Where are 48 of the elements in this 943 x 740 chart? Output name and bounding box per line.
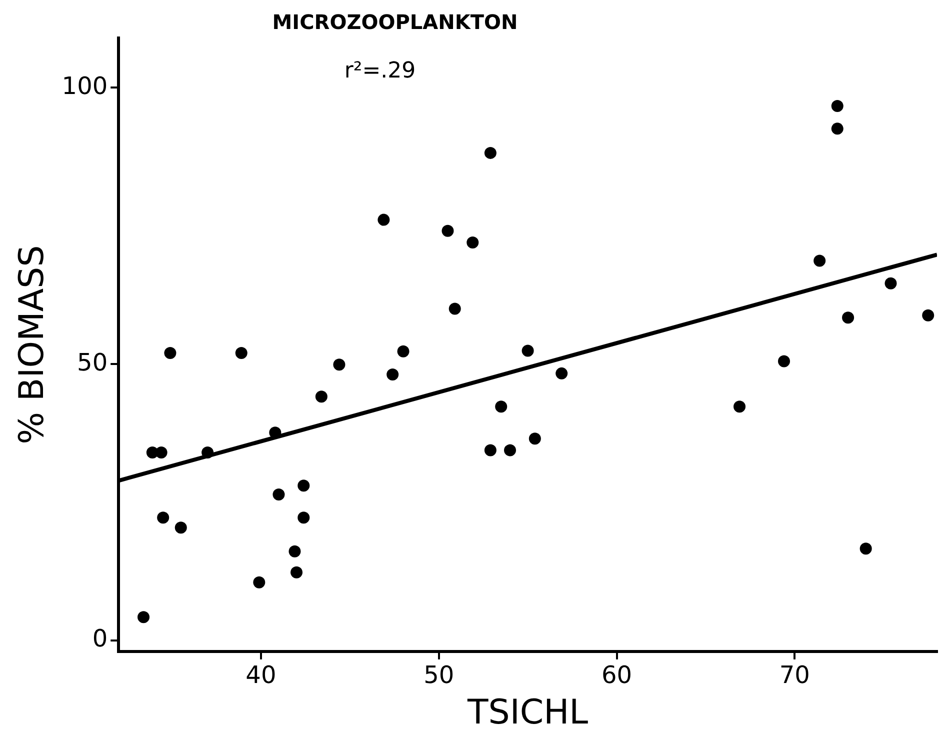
point <box>298 480 310 492</box>
point <box>495 400 508 413</box>
point <box>164 346 176 359</box>
x-tick-label: 40 <box>246 661 276 690</box>
y-tick-label: 50 <box>77 348 108 376</box>
point <box>386 368 399 381</box>
point <box>138 611 150 624</box>
point <box>272 488 285 500</box>
point <box>778 355 790 368</box>
x-tick-label: 60 <box>601 661 632 690</box>
point <box>842 312 854 324</box>
point <box>734 400 746 413</box>
point <box>315 390 328 403</box>
point <box>814 254 826 267</box>
point <box>157 512 170 524</box>
y-axis-title: % BIOMASS <box>12 245 52 444</box>
y-tick-label: 100 <box>62 72 108 100</box>
point <box>298 512 310 524</box>
point <box>556 367 568 380</box>
point <box>831 122 844 135</box>
point <box>884 277 897 290</box>
point <box>442 224 454 237</box>
chart-title: MICROZOOPLANKTON <box>272 10 518 34</box>
x-tick-label: 70 <box>779 661 810 690</box>
point <box>831 100 844 112</box>
point <box>378 214 390 226</box>
x-axis-title: TSICHL <box>466 692 588 732</box>
point <box>528 432 541 445</box>
point <box>860 542 872 555</box>
point <box>202 446 214 458</box>
point <box>504 444 516 456</box>
point <box>333 358 346 371</box>
point <box>174 522 187 534</box>
point <box>448 302 461 315</box>
annotation: r²=.29 <box>344 58 416 84</box>
y-tick-label: 0 <box>92 624 108 653</box>
point <box>290 566 303 578</box>
point <box>288 545 301 558</box>
point <box>253 576 266 588</box>
point <box>484 444 496 456</box>
point <box>922 309 934 322</box>
point <box>522 344 534 357</box>
point <box>155 446 168 458</box>
point <box>484 146 496 159</box>
point <box>235 346 248 359</box>
point <box>466 236 479 248</box>
point <box>397 345 410 358</box>
x-tick-label: 50 <box>424 661 454 690</box>
